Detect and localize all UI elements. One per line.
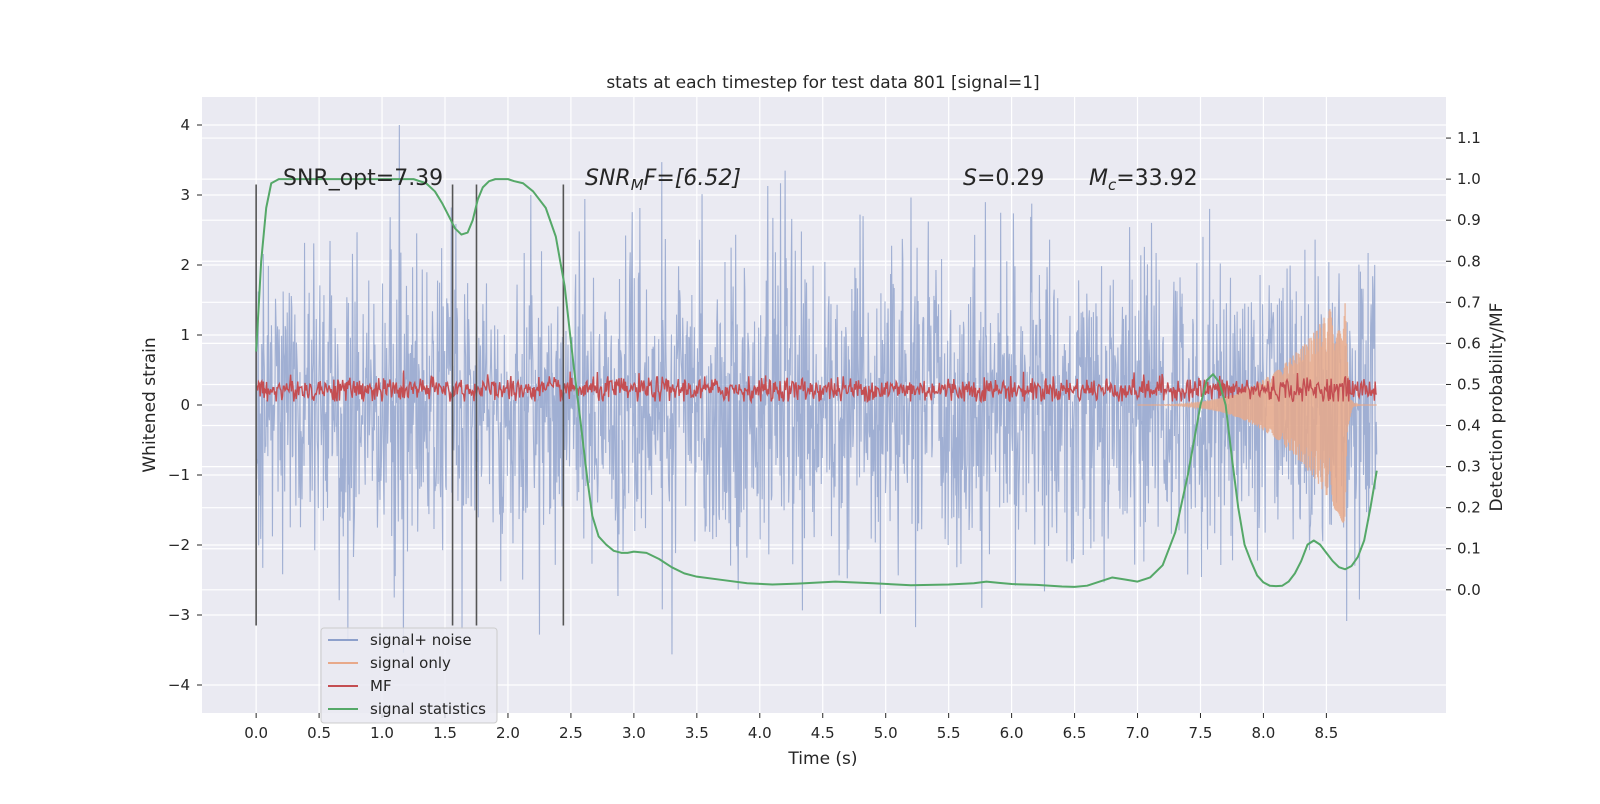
legend-label-signal-statistics: signal statistics (370, 700, 486, 718)
x-tick-label: 3.5 (685, 724, 709, 742)
y2-tick-label: 1.1 (1457, 129, 1481, 147)
mf-line (255, 370, 1377, 405)
x-tick-label: 6.0 (1000, 724, 1024, 742)
annotation-snr-mf-prefix: SNR (585, 166, 631, 191)
y2-tick-label: 0.4 (1457, 417, 1481, 435)
annotation-mc-value: =33.92 (1116, 166, 1197, 191)
vertical-markers (255, 184, 565, 626)
x-tick-label: 7.0 (1126, 724, 1150, 742)
x-tick-label: 5.0 (874, 724, 898, 742)
y2-tick-label: 0.6 (1457, 334, 1481, 352)
y-tick-label: −2 (168, 536, 190, 554)
series-mf (255, 370, 1377, 405)
x-axis-label: Time (s) (787, 749, 857, 769)
legend-label-signal-only: signal only (370, 654, 451, 672)
y2-tick-label: 1.0 (1457, 170, 1481, 188)
annotation-s-value: =0.29 (977, 166, 1044, 191)
series-signal-statistics (255, 178, 1378, 588)
y-axis-label: Whitened strain (140, 337, 160, 472)
y2-gridlines (202, 137, 1446, 591)
x-tick-label: 0.0 (244, 724, 268, 742)
y2-tick-label: 0.0 (1457, 581, 1481, 599)
annotation-mc-sub: c (1108, 176, 1117, 194)
x-tick-label: 3.0 (622, 724, 646, 742)
y2-tick-label: 0.8 (1457, 252, 1481, 270)
annotation-s-symbol: S (963, 166, 977, 191)
legend-box (320, 627, 498, 724)
x-tick-label: 5.5 (937, 724, 961, 742)
annotation-s: S=0.29 (963, 166, 1044, 191)
y-tick-label: −4 (168, 676, 190, 694)
signal-only-line (1137, 303, 1377, 523)
y-tick-label: 0 (180, 396, 190, 414)
y2-tick-label: 0.3 (1457, 458, 1481, 476)
x-tick-label: 8.5 (1314, 724, 1338, 742)
y-tick-label: −3 (168, 606, 190, 624)
y-gridlines (202, 124, 1446, 686)
annotation-mc-symbol: M (1089, 166, 1108, 191)
y-tick-label: −1 (168, 466, 190, 484)
annotation-snr-opt: SNR_opt=7.39 (283, 166, 443, 191)
signal-statistics-line (255, 178, 1378, 588)
x-tick-label: 4.5 (811, 724, 835, 742)
y2-tick-label: 0.1 (1457, 540, 1481, 558)
series-signal-only (1137, 303, 1377, 523)
y-tick-label: 2 (180, 256, 190, 274)
x-tick-label: 4.0 (748, 724, 772, 742)
annotation-snr-mf: SNRMF=[6.52] (585, 166, 741, 194)
y2-tick-labels: 0.0 0.1 0.2 0.3 0.4 0.5 0.6 0.7 0.8 0.9 1.0 1.1 (1446, 129, 1481, 599)
legend-label-signal-noise: signal+ noise (370, 631, 472, 649)
chart-title: stats at each timestep for test data 801… (606, 73, 1039, 93)
y-tick-label: 1 (180, 326, 190, 344)
x-tick-label: 0.5 (307, 724, 331, 742)
y2-tick-label: 0.5 (1457, 375, 1481, 393)
y2-tick-label: 0.9 (1457, 211, 1481, 229)
annotation-snr-mf-suffix: F=[6.52] (644, 166, 741, 191)
y2-axis-label: Detection probability/MF (1487, 303, 1507, 512)
annotation-snr-mf-sub: M (631, 176, 644, 194)
y2-tick-label: 0.7 (1457, 293, 1481, 311)
y-tick-label: 3 (180, 186, 190, 204)
x-tick-label: 8.0 (1251, 724, 1275, 742)
y-tick-label: 4 (180, 116, 190, 134)
x-tick-label: 2.5 (559, 724, 583, 742)
x-tick-label: 1.0 (370, 724, 394, 742)
x-tick-label: 6.5 (1063, 724, 1087, 742)
y-tick-labels: −4 −3 −2 −1 0 1 2 3 4 (168, 116, 202, 694)
x-tick-label: 7.5 (1189, 724, 1213, 742)
annotation-mc: Mc=33.92 (1089, 166, 1198, 194)
x-tick-label: 1.5 (433, 724, 457, 742)
legend-label-mf: MF (370, 677, 392, 695)
x-tick-labels: 0.0 0.5 1.0 1.5 2.0 2.5 3.0 3.5 4.0 4.5 5.0 5.5 6.0 6… (244, 713, 1338, 742)
y2-tick-label: 0.2 (1457, 499, 1481, 517)
legend: signal+ noise signal only MF signal stat… (320, 627, 498, 724)
x-tick-label: 2.0 (496, 724, 520, 742)
